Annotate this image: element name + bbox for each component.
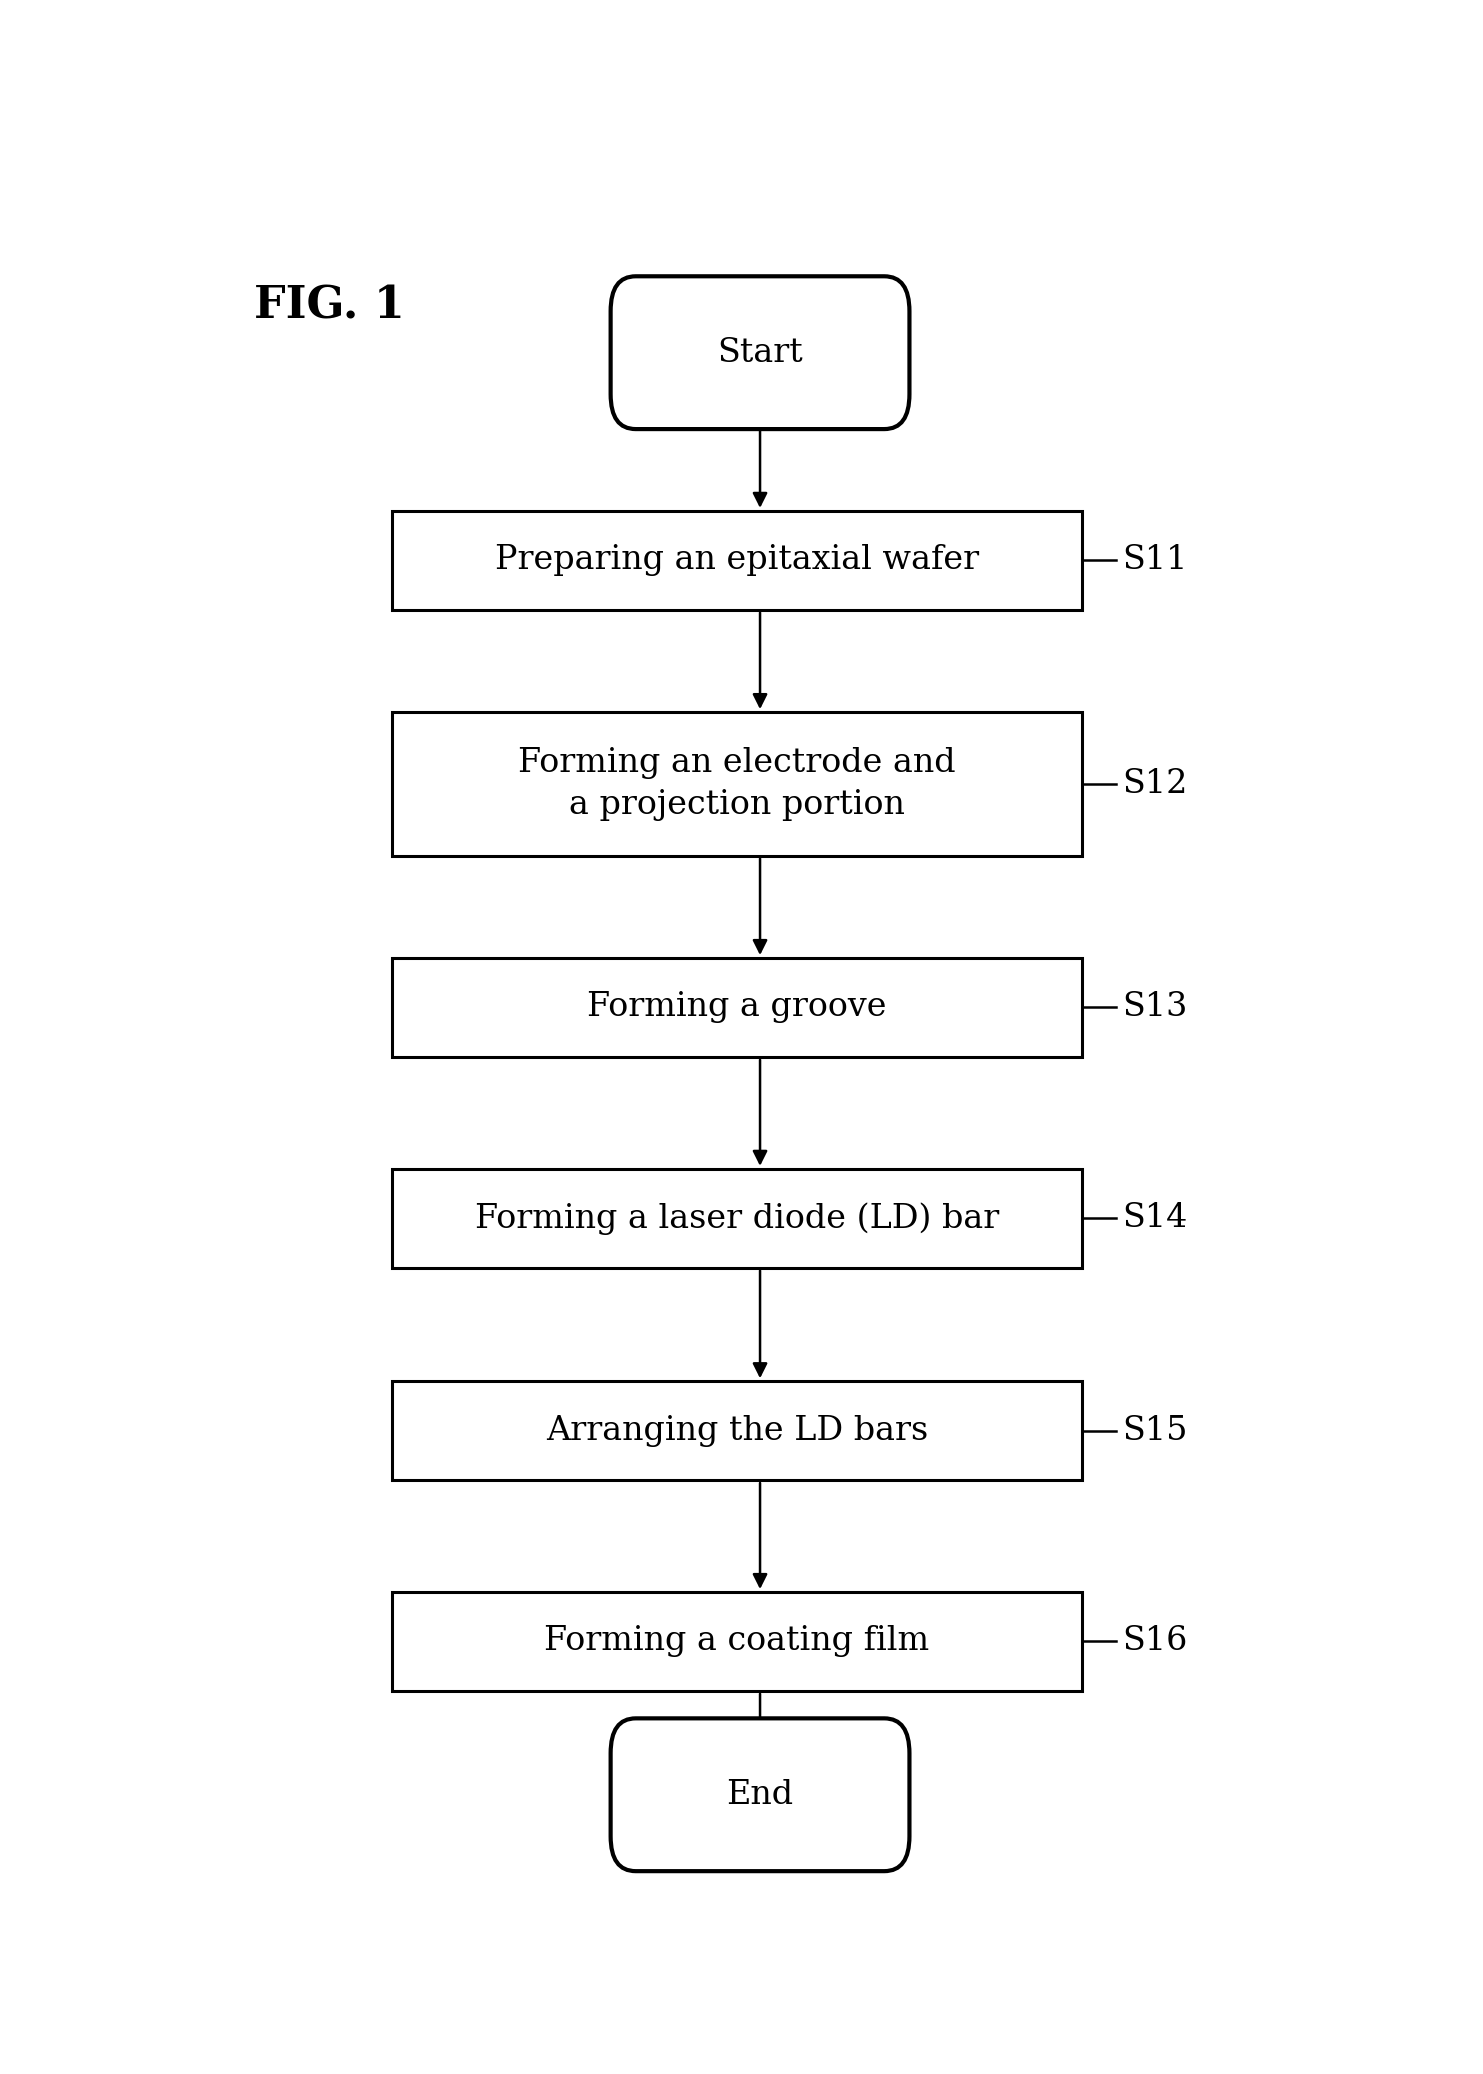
Text: S16: S16 [1123,1626,1188,1657]
Bar [392,1381,1083,1481]
Text: Forming a coating film: Forming a coating film [544,1626,930,1657]
Bar [392,1170,1083,1267]
Text: Forming an electrode and
a projection portion: Forming an electrode and a projection po… [518,747,957,821]
Text: Start: Start [718,336,802,369]
FancyBboxPatch shape [611,1719,909,1871]
Text: S15: S15 [1123,1414,1188,1448]
Bar [392,510,1083,610]
Bar [392,958,1083,1058]
Text: FIG. 1: FIG. 1 [255,284,405,328]
Text: S11: S11 [1123,543,1188,577]
Text: Arranging the LD bars: Arranging the LD bars [546,1414,928,1448]
Text: S14: S14 [1123,1203,1188,1234]
Text: S13: S13 [1123,991,1188,1022]
Bar [392,1593,1083,1690]
Text: Forming a laser diode (LD) bar: Forming a laser diode (LD) bar [475,1203,1000,1234]
Bar [392,711,1083,857]
FancyBboxPatch shape [611,276,909,429]
Text: Preparing an epitaxial wafer: Preparing an epitaxial wafer [495,543,979,577]
Text: End: End [727,1779,793,1811]
Text: S12: S12 [1123,767,1188,801]
Text: Forming a groove: Forming a groove [587,991,887,1022]
